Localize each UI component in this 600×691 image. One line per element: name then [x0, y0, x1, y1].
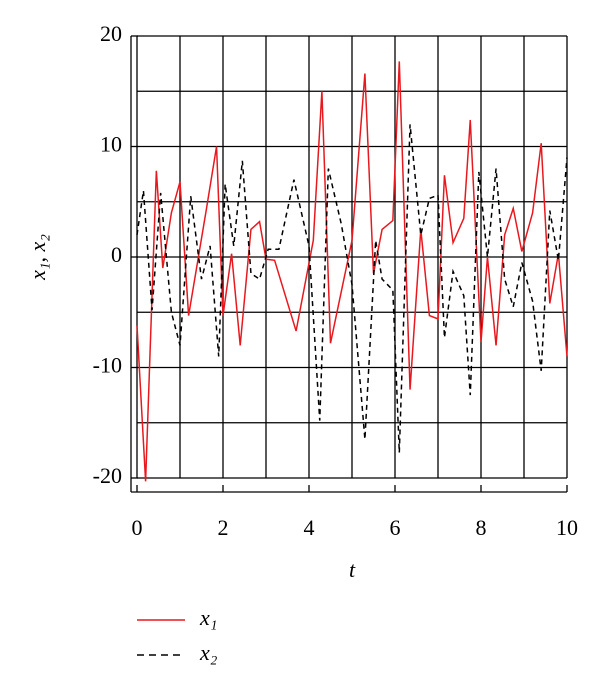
x-axis-label: t	[349, 557, 356, 582]
y-tick-label: 20	[100, 21, 122, 46]
x-tick-label: 0	[132, 515, 143, 540]
y-tick-label: -20	[93, 463, 122, 488]
legend-label: x₂	[199, 640, 218, 665]
y-tick-label: -10	[93, 353, 122, 378]
x-tick-label: 10	[556, 515, 578, 540]
x-tick-label: 8	[476, 515, 487, 540]
y-tick-label: 0	[111, 242, 122, 267]
x-tick-label: 2	[218, 515, 229, 540]
legend-label: x₁	[199, 605, 217, 630]
x-tick-label: 6	[390, 515, 401, 540]
x-tick-label: 4	[304, 515, 315, 540]
y-tick-label: 10	[100, 132, 122, 157]
y-axis-label: x₁, x₂	[25, 234, 50, 281]
